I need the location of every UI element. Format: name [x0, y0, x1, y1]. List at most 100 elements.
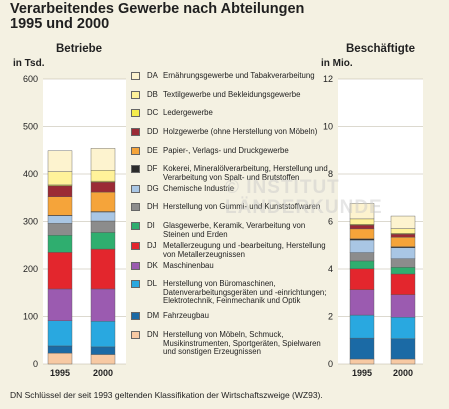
legend-code: DL [147, 279, 157, 288]
title-line-2: 1995 und 2000 [10, 16, 110, 32]
bar-segment-dk-1995 [349, 289, 375, 316]
legend-swatch-di [131, 222, 140, 230]
chart-title: Verarbeitendes Gewerbe nach Abteilungen … [10, 2, 304, 32]
legend-code: DI [147, 221, 155, 230]
bar-segment-dn-1995 [47, 352, 73, 365]
legend-code: DJ [147, 241, 157, 250]
x-tick-label: 1995 [352, 368, 372, 378]
y-tick-label: 500 [23, 122, 38, 132]
bar-segment-db-1995 [349, 218, 375, 225]
legend-code: DB [147, 90, 158, 99]
bar-segment-dh-2000 [90, 220, 116, 233]
y-tick-label: 6 [328, 217, 333, 227]
bar-segment-dg-2000 [90, 211, 116, 222]
bar-segment-de-2000 [390, 236, 416, 247]
watermark-line-2: LÄNDERKUNDE [225, 197, 383, 218]
bar-segment-dj-1995 [47, 252, 73, 290]
legend-code: DN [147, 330, 159, 339]
bar-segment-dd-1995 [47, 185, 73, 198]
bar-segment-dj-2000 [90, 248, 116, 290]
legend-swatch-dd [131, 128, 140, 136]
legend-label: Metallerzeugung und -bearbeitung, Herste… [163, 241, 326, 259]
legend-code: DD [147, 127, 159, 136]
legend-label: Fahrzeugbau [163, 311, 209, 320]
watermark-line-1: © INSTITUT [225, 177, 340, 198]
bar-segment-dl-1995 [47, 320, 73, 347]
legend-code: DA [147, 71, 158, 80]
legend-label: Ledergewerbe [163, 108, 213, 117]
y-tick-label: 100 [23, 312, 38, 322]
x-tick-label: 2000 [93, 368, 113, 378]
bar-segment-dj-1995 [349, 268, 375, 290]
bar-segment-dm-2000 [390, 338, 416, 360]
legend-code: DM [147, 311, 160, 320]
legend-label: Textilgewerbe und Bekleidungsgewerbe [163, 90, 301, 99]
bar-segment-di-1995 [47, 235, 73, 253]
bar-segment-de-1995 [47, 196, 73, 216]
legend-label: Herstellung von Möbeln, Schmuck, Musikin… [163, 330, 321, 357]
legend-swatch-dn [131, 331, 140, 339]
bar-segment-dd-2000 [390, 233, 416, 238]
bar-segment-db-2000 [90, 169, 116, 182]
bar-segment-dl-2000 [390, 317, 416, 340]
bar-segment-dl-1995 [349, 314, 375, 339]
legend-label: Chemische Industrie [163, 184, 235, 193]
right-chart-title: Beschäftigte [346, 43, 416, 55]
y-tick-label: 4 [328, 264, 333, 274]
legend-code: DE [147, 146, 158, 155]
legend-code: DG [147, 184, 159, 193]
bar-segment-da-2000 [90, 148, 116, 171]
legend-swatch-dk [131, 262, 140, 270]
legend-code: DH [147, 202, 159, 211]
footnote: DN Schlüssel der seit 1993 geltenden Kla… [10, 390, 323, 400]
watermark: © INSTITUT LÄNDERKUNDE [225, 178, 383, 218]
y-tick-label: 400 [23, 169, 38, 179]
bar-segment-dn-2000 [390, 358, 416, 365]
bar-segment-dh-1995 [47, 223, 73, 236]
y-tick-label: 10 [323, 122, 333, 132]
y-tick-label: 8 [328, 169, 333, 179]
legend-label: Herstellung von Gummi- und Kunststoffwar… [163, 202, 321, 211]
legend-swatch-dg [131, 185, 140, 193]
y-tick-label: 200 [23, 264, 38, 274]
bar-segment-dm-1995 [47, 345, 73, 354]
y-tick-label: 300 [23, 217, 38, 227]
bar-segment-db-1995 [47, 171, 73, 186]
title-line-1: Verarbeitendes Gewerbe nach Abteilungen [10, 1, 305, 17]
bar-segment-di-2000 [390, 267, 416, 275]
legend-label: Maschinenbau [163, 261, 214, 270]
x-tick-label: 1995 [50, 368, 70, 378]
bar-segment-dd-2000 [90, 181, 116, 193]
legend-label: Ernährungsgewerbe und Tabakverarbeitung [163, 71, 315, 80]
legend-label: Herstellung von Büromaschinen, Datenvera… [163, 279, 327, 306]
bar-segment-dm-1995 [349, 337, 375, 360]
bar-segment-da-2000 [390, 215, 416, 229]
x-tick-label: 2000 [393, 368, 413, 378]
y-tick-label: 2 [328, 312, 333, 322]
bar-segment-db-2000 [390, 228, 416, 234]
bar-segment-da-1995 [47, 150, 73, 172]
legend-swatch-db [131, 91, 140, 99]
bar-segment-dh-2000 [390, 258, 416, 268]
left-chart-title: Betriebe [56, 43, 103, 55]
bar-segment-dn-1995 [349, 358, 375, 365]
legend-swatch-dm [131, 312, 140, 320]
bar-segment-dk-2000 [90, 288, 116, 322]
legend-swatch-dh [131, 203, 140, 211]
bar-segment-de-2000 [90, 191, 116, 212]
bar-segment-dj-2000 [390, 273, 416, 295]
bar-segment-de-1995 [349, 228, 375, 240]
legend-code: DC [147, 108, 159, 117]
right-chart-unit: in Mio. [321, 58, 353, 69]
bar-segment-dg-1995 [349, 239, 375, 253]
bar-segment-da-1995 [349, 203, 375, 220]
legend-label: Holzgewerbe (ohne Herstellung von Möbeln… [163, 127, 318, 136]
legend-code: DF [147, 164, 158, 173]
bar-segment-dh-1995 [349, 252, 375, 262]
legend-swatch-da [131, 72, 140, 80]
legend-label: Kokerei, Mineralölverarbeitung, Herstell… [163, 164, 328, 182]
y-tick-label: 600 [23, 74, 38, 84]
legend-label: Glasgewerbe, Keramik, Verarbeitung von S… [163, 221, 306, 239]
legend-swatch-dc [131, 109, 140, 117]
